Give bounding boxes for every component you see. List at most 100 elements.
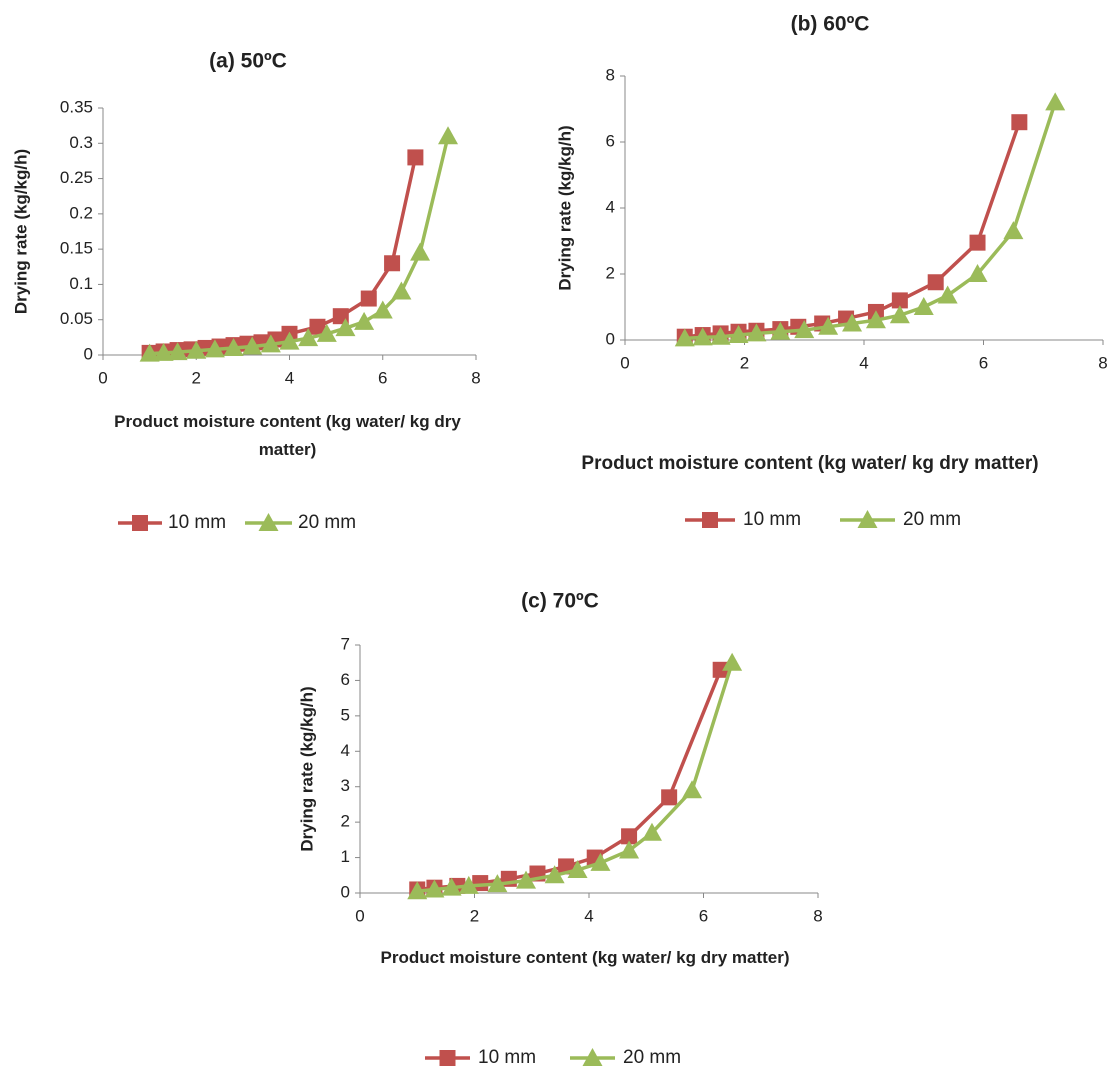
x-tick-label: 4 <box>859 353 868 372</box>
marker-triangle <box>746 323 767 342</box>
y-tick-label: 0.35 <box>60 97 93 116</box>
marker-triangle <box>641 822 662 841</box>
marker-triangle <box>242 336 263 355</box>
y-tick-label: 0.25 <box>60 168 93 187</box>
marker-triangle <box>424 879 445 898</box>
x-tick-label: 6 <box>979 353 988 372</box>
marker-triangle <box>487 874 508 893</box>
marker-square <box>969 234 986 251</box>
marker-triangle <box>139 343 160 362</box>
legend-label: 10 mm <box>168 512 226 533</box>
x-axis-label: Product moisture content (kg water/ kg d… <box>581 453 1039 474</box>
x-tick-label: 2 <box>740 353 749 372</box>
marker-triangle <box>710 326 731 345</box>
marker-triangle <box>567 859 588 878</box>
marker-triangle <box>260 334 281 353</box>
y-tick-label: 1 <box>341 847 350 866</box>
marker-triangle <box>770 321 791 340</box>
marker-triangle <box>865 310 886 329</box>
series-line <box>417 669 723 892</box>
y-tick-label: 0.2 <box>69 203 93 222</box>
marker-triangle <box>186 340 207 359</box>
y-tick-label: 6 <box>341 670 350 689</box>
x-tick-label: 4 <box>584 906 593 925</box>
marker-triangle <box>167 342 188 361</box>
x-tick-label: 2 <box>470 906 479 925</box>
legend-label: 10 mm <box>743 509 801 530</box>
marker-triangle <box>1003 221 1024 240</box>
marker-triangle <box>674 328 695 347</box>
y-tick-label: 3 <box>341 776 350 795</box>
marker-triangle <box>441 877 462 896</box>
legend-marker <box>132 515 148 531</box>
marker-square <box>1011 114 1028 131</box>
marker-square <box>360 290 377 307</box>
marker-triangle <box>937 285 958 304</box>
marker-triangle <box>967 264 988 282</box>
y-axis-label: Drying rate (kg/kg/h) <box>297 686 316 851</box>
series-line <box>149 157 418 355</box>
marker-triangle <box>842 313 863 332</box>
y-tick-label: 8 <box>606 65 615 84</box>
y-axis-label: Drying rate (kg/kg/h) <box>555 125 574 290</box>
marker-square <box>661 789 678 806</box>
marker-triangle <box>818 316 839 335</box>
marker-triangle <box>692 327 713 346</box>
legend-label: 20 mm <box>623 1047 681 1068</box>
marker-triangle <box>153 342 174 361</box>
marker-triangle <box>391 281 412 300</box>
series-line <box>684 101 1057 341</box>
marker-triangle <box>410 242 431 261</box>
marker-triangle <box>407 881 428 900</box>
marker-triangle <box>458 875 479 894</box>
x-tick-label: 8 <box>813 906 822 925</box>
marker-triangle <box>619 840 640 859</box>
marker-square <box>927 274 944 291</box>
marker-triangle <box>279 331 300 350</box>
y-tick-label: 5 <box>341 705 350 724</box>
marker-square <box>621 828 638 845</box>
marker-triangle <box>516 870 537 889</box>
y-tick-label: 2 <box>341 812 350 831</box>
legend-label: 10 mm <box>478 1047 536 1068</box>
marker-triangle <box>590 852 611 871</box>
marker-triangle <box>354 311 375 330</box>
marker-triangle <box>438 126 459 145</box>
y-tick-label: 0.15 <box>60 239 93 258</box>
marker-square <box>891 292 908 309</box>
y-tick-label: 0.3 <box>69 133 93 152</box>
y-tick-label: 0 <box>606 329 615 348</box>
marker-triangle <box>223 337 244 356</box>
marker-square <box>384 255 401 272</box>
legend-marker <box>258 513 279 531</box>
chart-title: (c) 70ºC <box>521 590 599 613</box>
series-line <box>149 135 450 356</box>
chart-title: (a) 50ºC <box>209 50 287 73</box>
legend-label: 20 mm <box>298 512 356 533</box>
x-axis-label: Product moisture content (kg water/ kg d… <box>380 948 790 967</box>
marker-square <box>712 661 729 678</box>
marker-triangle <box>204 339 225 358</box>
marker-triangle <box>372 300 393 319</box>
y-axis-label: Drying rate (kg/kg/h) <box>11 149 30 314</box>
legend-marker <box>857 510 878 528</box>
marker-triangle <box>722 652 743 671</box>
marker-triangle <box>889 305 910 324</box>
x-tick-label: 6 <box>378 368 387 387</box>
marker-triangle <box>316 323 337 342</box>
y-tick-label: 0 <box>84 344 93 363</box>
series-line <box>684 121 1022 339</box>
marker-square <box>309 318 326 335</box>
series-line <box>417 662 734 893</box>
x-tick-label: 6 <box>699 906 708 925</box>
marker-triangle <box>682 780 703 799</box>
x-tick-label: 0 <box>620 353 629 372</box>
y-tick-label: 0 <box>341 882 350 901</box>
x-tick-label: 8 <box>471 368 480 387</box>
x-tick-label: 4 <box>285 368 294 387</box>
y-tick-label: 0.1 <box>69 274 93 293</box>
marker-triangle <box>335 318 356 337</box>
marker-triangle <box>1045 92 1066 111</box>
marker-square <box>407 149 424 166</box>
